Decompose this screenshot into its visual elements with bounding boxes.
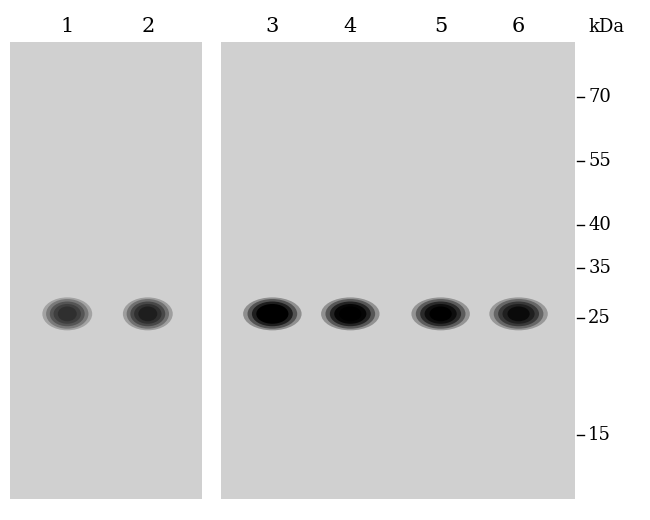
Ellipse shape	[50, 302, 84, 326]
Ellipse shape	[416, 299, 465, 329]
Text: 55: 55	[588, 151, 611, 170]
Ellipse shape	[489, 297, 548, 330]
Bar	[221, 42, 575, 499]
Ellipse shape	[508, 306, 530, 321]
Ellipse shape	[430, 306, 452, 321]
Ellipse shape	[243, 297, 302, 330]
Text: 3: 3	[266, 17, 279, 36]
Ellipse shape	[252, 302, 292, 326]
Ellipse shape	[131, 302, 165, 326]
Ellipse shape	[326, 299, 375, 329]
Text: 35: 35	[588, 259, 611, 277]
Ellipse shape	[411, 297, 470, 330]
Ellipse shape	[256, 304, 289, 324]
Text: 1: 1	[60, 17, 74, 36]
Ellipse shape	[502, 304, 535, 324]
Text: 15: 15	[588, 426, 611, 444]
Text: kDa: kDa	[588, 18, 625, 36]
Bar	[10, 42, 202, 499]
Ellipse shape	[46, 299, 88, 329]
Ellipse shape	[339, 306, 361, 321]
Text: 6: 6	[512, 17, 525, 36]
Ellipse shape	[42, 297, 92, 330]
Text: 4: 4	[344, 17, 357, 36]
Ellipse shape	[53, 304, 81, 324]
Text: 25: 25	[588, 309, 611, 328]
Text: 2: 2	[141, 17, 155, 36]
Ellipse shape	[261, 306, 283, 321]
Ellipse shape	[123, 297, 173, 330]
Ellipse shape	[321, 297, 380, 330]
Ellipse shape	[58, 306, 77, 321]
Ellipse shape	[330, 302, 370, 326]
Text: 40: 40	[588, 216, 611, 233]
Ellipse shape	[127, 299, 169, 329]
Ellipse shape	[494, 299, 543, 329]
Ellipse shape	[334, 304, 367, 324]
Ellipse shape	[134, 304, 161, 324]
Text: 70: 70	[588, 87, 611, 106]
Ellipse shape	[420, 302, 461, 326]
Ellipse shape	[424, 304, 457, 324]
Text: 5: 5	[434, 17, 447, 36]
Ellipse shape	[138, 306, 157, 321]
Ellipse shape	[498, 302, 539, 326]
Ellipse shape	[248, 299, 297, 329]
